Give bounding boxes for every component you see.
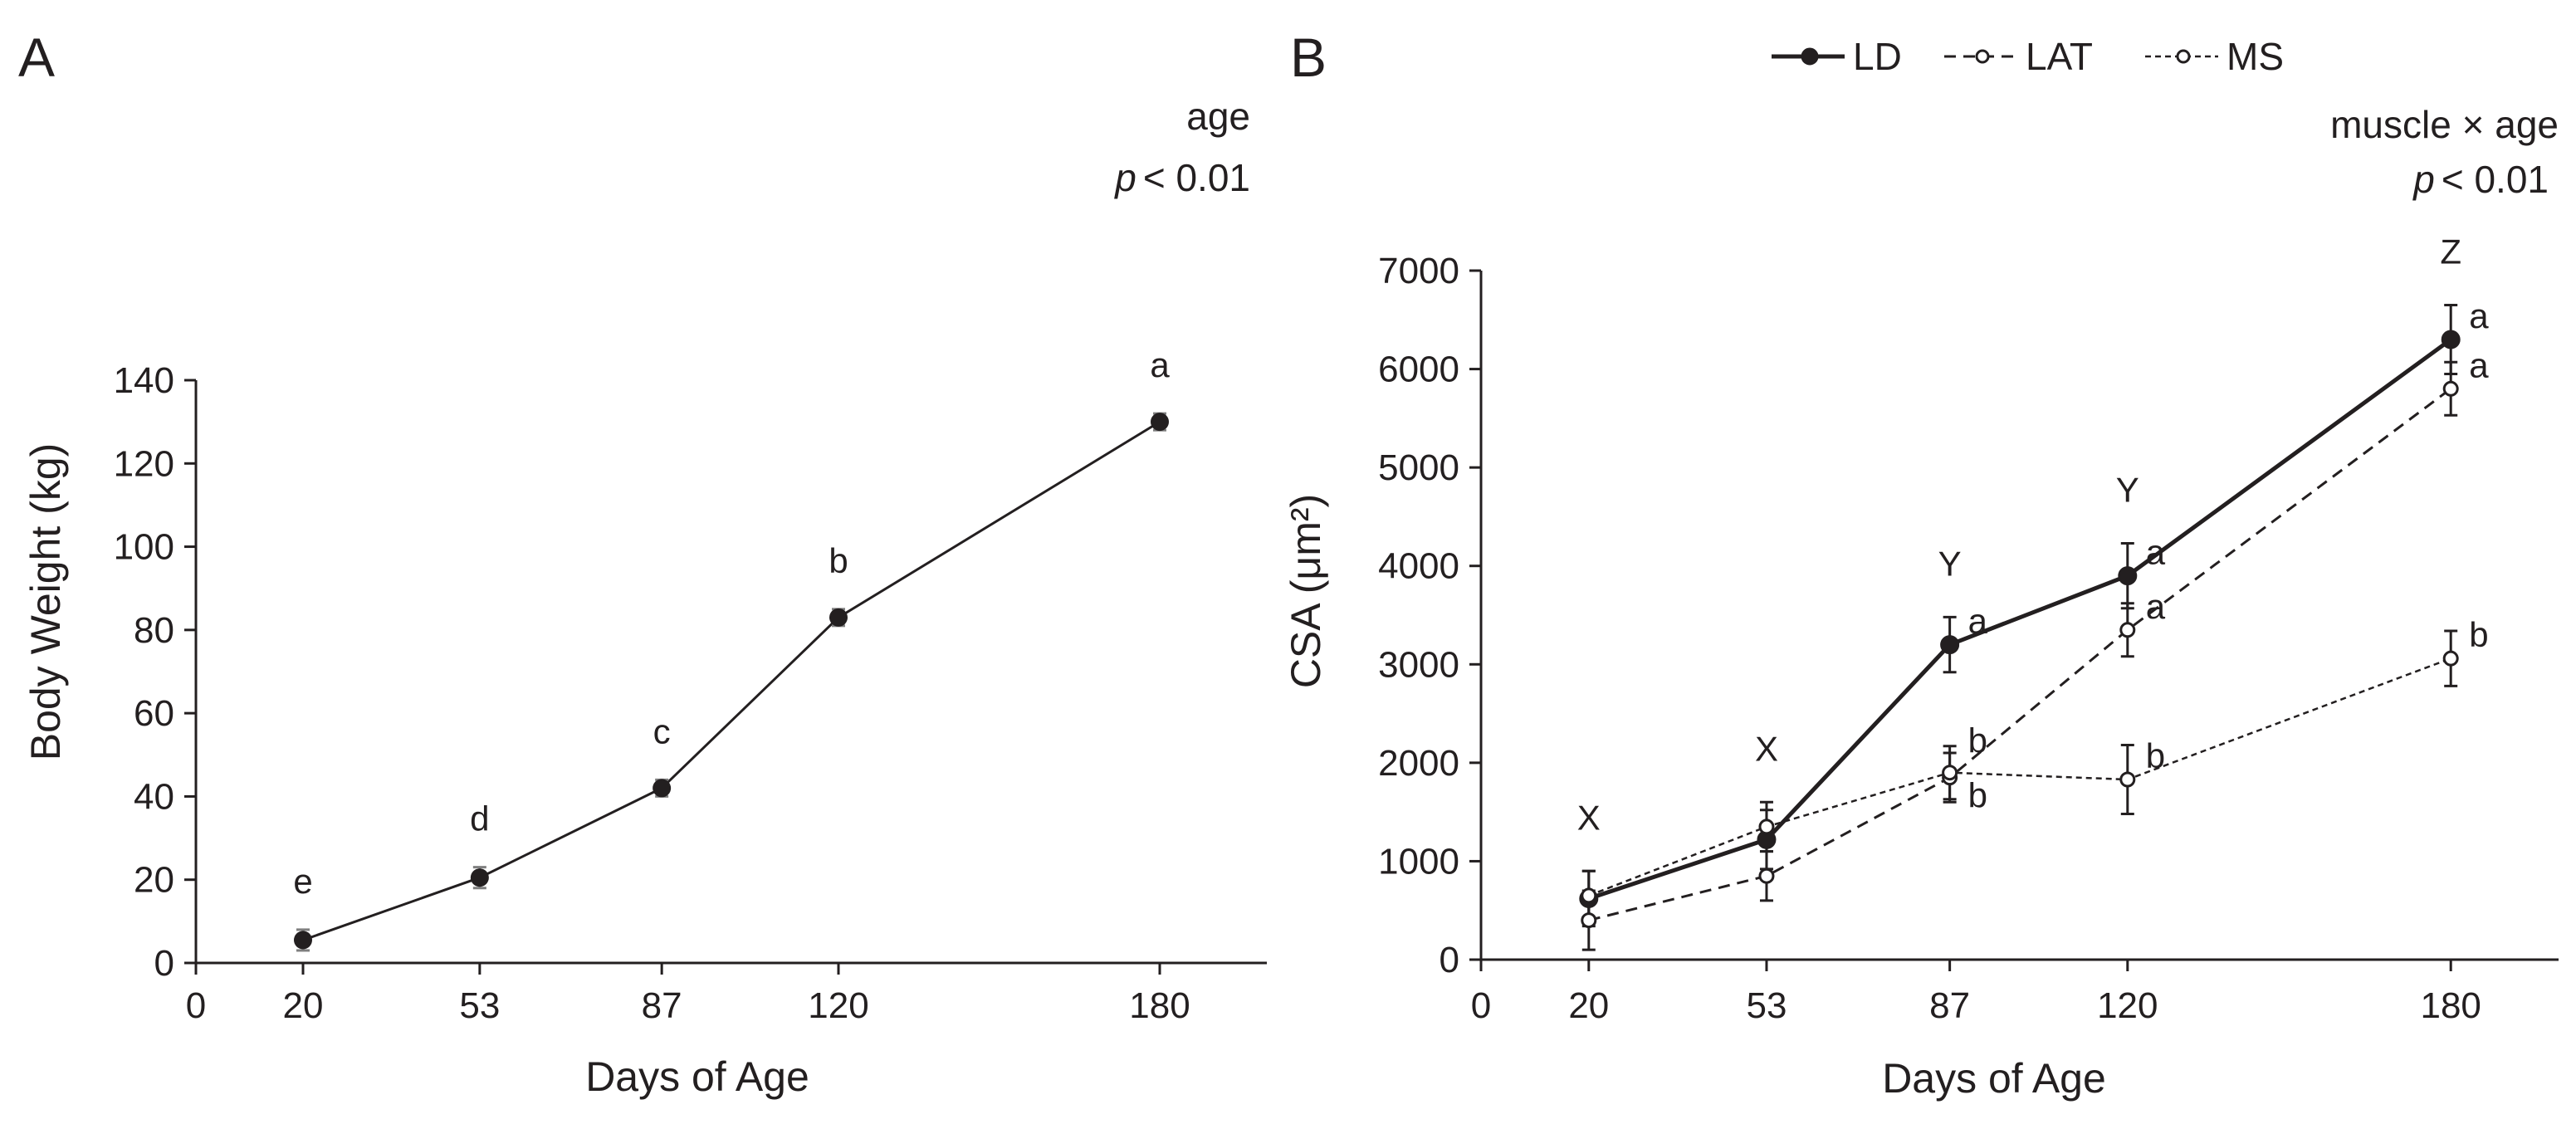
x-tick-label: 87 <box>1929 985 1970 1026</box>
significance-letter: d <box>470 799 489 838</box>
x-tick-label: 53 <box>459 985 500 1026</box>
panel-b-stat-p: p <box>2412 158 2435 201</box>
legend: LD LAT MS <box>1772 35 2284 78</box>
panel-a-y-axis-label: Body Weight (kg) <box>22 443 69 761</box>
data-point <box>653 779 672 798</box>
panel-a-plot: 0 20 53 87 120 180 0 20 40 60 80 100 120 140 e d c b a <box>114 345 1267 1026</box>
significance-letter-lat: b <box>1968 776 1987 815</box>
x-tick-label: 87 <box>642 985 682 1026</box>
y-tick-label: 0 <box>1440 940 1459 980</box>
significance-letter: c <box>653 711 671 750</box>
x-tick-label: 20 <box>1568 985 1609 1026</box>
y-tick-label: 4000 <box>1378 546 1459 587</box>
significance-letter-ld: a <box>2469 296 2489 335</box>
legend-marker-lat <box>1975 49 1990 64</box>
x-tick-label: 120 <box>808 985 868 1026</box>
panel-b: B muscle × age p < 0.01 Days of Age CSA (… <box>1283 27 2559 1102</box>
data-point-lat <box>1581 912 1597 929</box>
data-point <box>294 931 312 950</box>
y-tick-label: 80 <box>134 610 174 651</box>
panel-a-stat-label: age <box>1186 95 1250 138</box>
significance-letter-lat: a <box>2469 345 2489 384</box>
y-tick-label: 5000 <box>1378 447 1459 488</box>
panel-b-stat-value: < 0.01 <box>2442 158 2549 201</box>
data-point-ms <box>1758 819 1775 835</box>
panel-b-stat-label: muscle × age <box>2330 103 2559 146</box>
panel-b-stat-pvalue: p < 0.01 <box>2412 158 2549 201</box>
y-tick-label: 1000 <box>1378 841 1459 882</box>
significance-letter: a <box>1150 345 1170 384</box>
data-point-ld <box>1940 635 1960 655</box>
significance-letter-lat: a <box>2146 587 2166 626</box>
series-line-lat <box>1588 388 2452 922</box>
y-tick-label: 0 <box>154 943 174 984</box>
y-tick-label: 6000 <box>1378 349 1459 390</box>
data-point-ms <box>2442 650 2459 667</box>
y-tick-label: 40 <box>134 776 174 817</box>
series-line-ld <box>1588 337 2452 901</box>
panel-a-stat-pvalue: p < 0.01 <box>1113 156 1250 199</box>
legend-label-ms: MS <box>2227 35 2284 78</box>
age-group-letter: Y <box>1938 544 1962 583</box>
y-tick-label: 140 <box>114 360 174 401</box>
y-tick-label: 60 <box>134 693 174 734</box>
panel-a: A age p < 0.01 Days of Age Body Weight (k… <box>18 27 1267 1100</box>
panel-b-letter: B <box>1290 27 1327 88</box>
panel-a-x-axis-label: Days of Age <box>585 1053 809 1100</box>
data-point-ld <box>2441 330 2461 349</box>
x-tick-label: 20 <box>283 985 324 1026</box>
panel-a-letter: A <box>18 27 55 88</box>
legend-marker-ms <box>2176 49 2191 64</box>
significance-letter: e <box>293 862 312 901</box>
panel-a-stat-value: < 0.01 <box>1143 156 1250 199</box>
legend-label-lat: LAT <box>2026 35 2093 78</box>
data-point <box>1151 413 1169 432</box>
data-point <box>470 868 489 887</box>
y-tick-label: 20 <box>134 860 174 901</box>
x-tick-label: 180 <box>2420 985 2481 1026</box>
panel-b-plot: 0 20 53 87 120 180 0 1000 2000 3000 4000 5000 6000 70… <box>1378 232 2559 1026</box>
panel-a-stat-p: p <box>1113 156 1136 199</box>
significance-letter-ms: b <box>2146 736 2165 775</box>
significance-letter-ld: a <box>2146 533 2166 572</box>
x-tick-label: 120 <box>2097 985 2158 1026</box>
significance-letter-ld: a <box>1968 602 1988 641</box>
y-tick-label: 100 <box>114 527 174 568</box>
age-group-letter: Y <box>2116 470 2139 509</box>
data-point-ms <box>2119 771 2136 788</box>
y-tick-label: 3000 <box>1378 644 1459 685</box>
y-tick-label: 7000 <box>1378 251 1459 291</box>
series-line-ms <box>1588 657 2451 897</box>
panel-b-y-axis-label: CSA (μm²) <box>1283 494 1329 688</box>
data-point-lat <box>1758 867 1775 884</box>
age-group-letter: X <box>1755 729 1778 768</box>
y-tick-label: 2000 <box>1378 743 1459 784</box>
legend-label-ld: LD <box>1853 35 1902 78</box>
panel-b-x-axis-label: Days of Age <box>1882 1055 2106 1102</box>
age-group-letter: Z <box>2440 232 2461 271</box>
data-point-ms <box>1942 765 1958 781</box>
data-point-lat <box>2119 622 2136 638</box>
data-point <box>829 608 848 627</box>
age-group-letter: X <box>1577 798 1601 837</box>
legend-marker-ld <box>1801 47 1819 66</box>
data-point-ld <box>2118 566 2138 586</box>
y-tick-label: 120 <box>114 443 174 484</box>
significance-letter: b <box>829 541 848 580</box>
data-point-ms <box>1581 887 1597 904</box>
series-line-body-weight <box>302 420 1161 941</box>
data-point-lat <box>2442 380 2459 397</box>
x-tick-label: 0 <box>186 985 206 1026</box>
significance-letter-ms: b <box>1968 721 1987 760</box>
x-tick-label: 0 <box>1471 985 1491 1026</box>
x-tick-label: 180 <box>1129 985 1190 1026</box>
significance-letter-ms: b <box>2469 615 2488 654</box>
x-tick-label: 53 <box>1746 985 1787 1026</box>
